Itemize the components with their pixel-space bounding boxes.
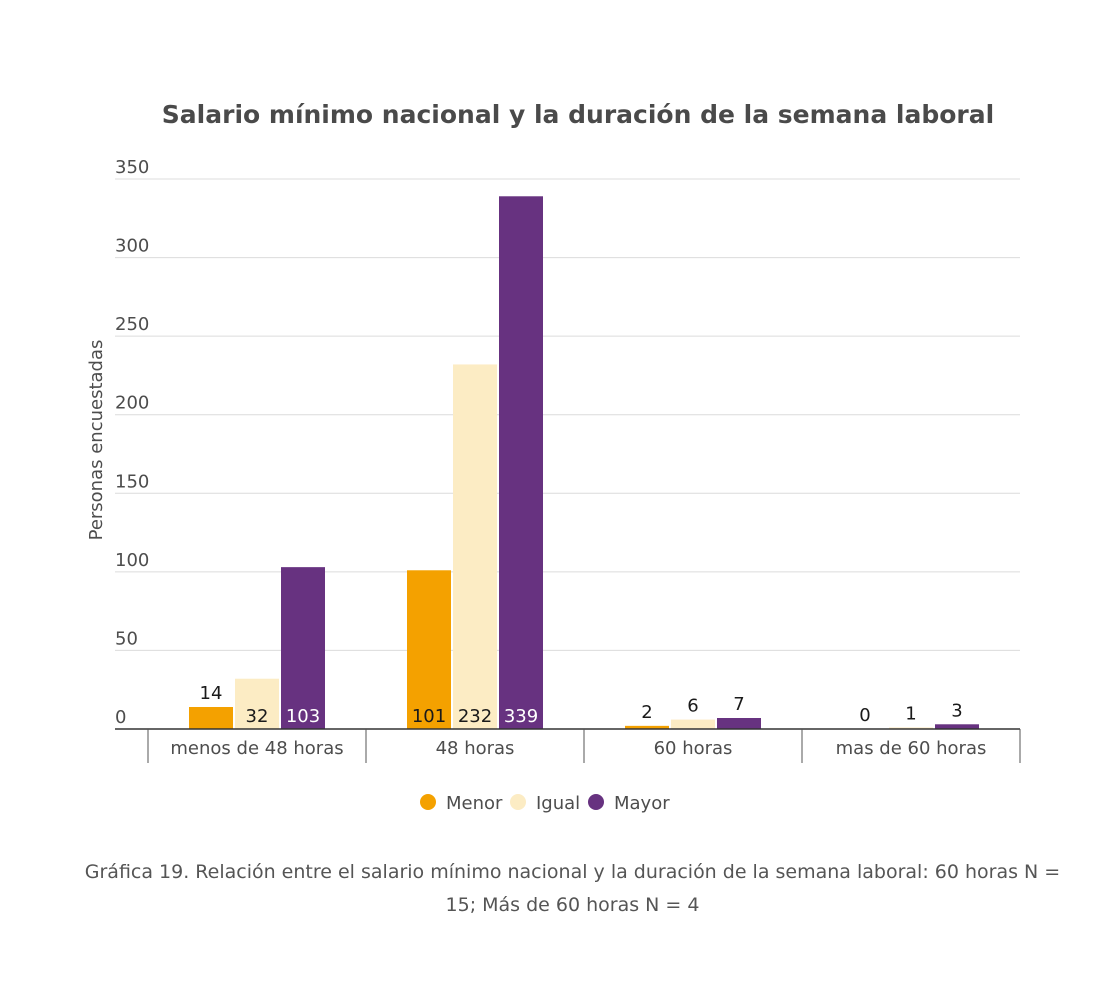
legend-marker-igual <box>510 794 526 810</box>
legend-label-menor: Menor <box>446 793 503 814</box>
bar-mayor <box>935 724 979 729</box>
y-tick-label: 50 <box>115 628 138 649</box>
data-label: 232 <box>458 706 492 727</box>
y-tick-label: 0 <box>115 707 126 728</box>
chart-title: Salario mínimo nacional y la duración de… <box>162 100 994 129</box>
legend: Menor Igual Mayor <box>420 793 670 814</box>
bar-menor <box>189 707 233 729</box>
y-axis-ticks: 0 50 100 150 200 250 300 350 <box>115 157 149 728</box>
legend-label-mayor: Mayor <box>614 793 670 814</box>
bar-mayor <box>717 718 761 729</box>
legend-label-igual: Igual <box>536 793 580 814</box>
bar-mayor <box>499 196 543 730</box>
y-tick-label: 100 <box>115 550 149 571</box>
x-tick-label: mas de 60 horas <box>836 738 987 759</box>
y-tick-label: 250 <box>115 314 149 335</box>
data-label: 32 <box>246 706 269 727</box>
x-tick-label: menos de 48 horas <box>170 738 343 759</box>
bar-igual <box>671 719 715 729</box>
x-tick-label: 48 horas <box>436 738 515 759</box>
y-tick-label: 150 <box>115 471 149 492</box>
bar-mayor <box>281 567 325 729</box>
bar-igual <box>889 727 933 729</box>
y-axis-label: Personas encuestadas <box>86 340 107 541</box>
x-tick-label: 60 horas <box>654 738 733 759</box>
data-label: 0 <box>859 705 870 726</box>
legend-marker-menor <box>420 794 436 810</box>
bar-igual <box>453 364 497 729</box>
data-label: 101 <box>412 706 446 727</box>
y-tick-label: 300 <box>115 236 149 257</box>
bars: 14 32 103 101 232 339 2 6 7 0 1 3 <box>189 196 979 730</box>
bar-menor <box>407 570 451 729</box>
data-label: 14 <box>200 683 223 704</box>
y-tick-label: 200 <box>115 393 149 414</box>
x-axis: menos de 48 horas 48 horas 60 horas mas de … <box>115 728 1021 763</box>
bar-menor <box>625 725 669 729</box>
data-label: 339 <box>504 706 538 727</box>
y-tick-label: 350 <box>115 157 149 178</box>
chart: Salario mínimo nacional y la duración de… <box>86 100 1021 814</box>
bar-igual <box>235 678 279 729</box>
gridlines <box>115 178 1020 651</box>
data-label: 1 <box>905 703 916 724</box>
legend-marker-mayor <box>588 794 604 810</box>
data-label: 2 <box>641 702 652 723</box>
data-label: 7 <box>733 694 744 715</box>
data-label: 103 <box>286 706 320 727</box>
data-label: 6 <box>687 696 698 717</box>
data-label: 3 <box>951 700 962 721</box>
figure-caption: Gráfica 19. Relación entre el salario mí… <box>84 861 1061 916</box>
